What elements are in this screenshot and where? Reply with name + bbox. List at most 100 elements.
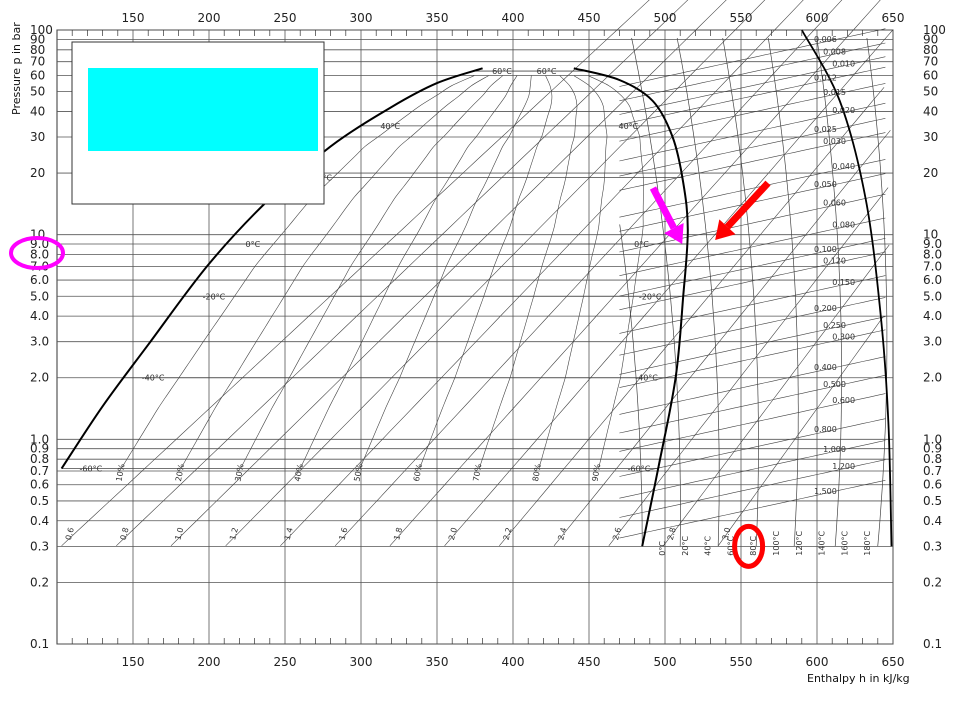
x-tick-label-bottom: 650 (882, 655, 905, 669)
isotherm-superheat (619, 224, 643, 547)
red-arrow-head (715, 219, 736, 241)
y-tick-label-right: 50 (923, 85, 938, 99)
isentrope-label: 2.8 (666, 527, 678, 542)
x-tick-label-bottom: 600 (806, 655, 829, 669)
y-tick-label-left: 100 (30, 23, 53, 37)
x-tick-label-bottom: 350 (426, 655, 449, 669)
quality-line (240, 75, 503, 469)
isochore-line (619, 102, 886, 162)
isochore-label: 0.025 (814, 125, 837, 134)
magenta-arrow-head (664, 222, 684, 245)
y-tick-label-left: 30 (30, 130, 45, 144)
isentrope-line (280, 0, 804, 547)
quality-line (588, 75, 645, 469)
red-arrow (715, 180, 771, 241)
quality-label: 30% (234, 463, 246, 482)
isochore-line (619, 297, 886, 356)
isochore-label: 0.200 (814, 304, 837, 313)
isoline-layer (61, 0, 894, 547)
magenta-arrow-shaft (649, 186, 677, 230)
y-tick-label-right: 7.0 (923, 259, 942, 273)
isochore-label: 0.050 (814, 180, 837, 189)
isochore-label: 0.010 (832, 59, 855, 68)
quality-line (120, 75, 475, 469)
cyan-cover-box (88, 68, 318, 151)
x-tick-label-top: 600 (806, 11, 829, 25)
superheat-temperature-label: 40°C (704, 536, 713, 556)
isotherm-label-left: 60°C (492, 67, 512, 76)
isentrope-line (170, 0, 727, 547)
isotherm-label-right: -40°C (635, 374, 658, 383)
quality-label: 50% (353, 463, 365, 482)
y-tick-label-right: 40 (923, 104, 938, 118)
x-tick-label-top: 300 (350, 11, 373, 25)
isochore-label: 0.120 (823, 257, 846, 266)
y-tick-label-right: 70 (923, 55, 938, 69)
isentrope-line (334, 0, 843, 547)
saturated-liquid-line (60, 67, 483, 470)
isochore-label: 0.008 (823, 48, 846, 57)
isotherm-label-right: 60°C (537, 67, 557, 76)
isochore-label: 0.012 (814, 74, 837, 83)
isochore-label: 0.080 (832, 221, 855, 230)
isochore-label: 0.300 (832, 332, 855, 341)
saturation-dome-layer (60, 29, 893, 547)
quality-line (419, 75, 553, 469)
superheat-temperature-label: 20°C (681, 536, 690, 556)
magenta-ellipse (9, 236, 65, 270)
isotherm-label-left: -60°C (80, 465, 103, 474)
isochore-line (619, 440, 886, 499)
y-tick-label-left: 0.3 (30, 539, 49, 553)
isochore-line (619, 418, 886, 477)
isentrope-label: 1.6 (338, 527, 350, 542)
isochore-line (619, 132, 886, 191)
isotherm-label-left: -40°C (142, 374, 165, 383)
isochore-line (619, 459, 886, 518)
y-tick-label-left: 80 (30, 43, 45, 57)
x-tick-label-bottom: 250 (274, 655, 297, 669)
y-tick-label-right: 1.0 (923, 432, 942, 446)
y-tick-label-left: 0.8 (30, 452, 49, 466)
isochore-line (619, 193, 886, 253)
x-tick-label-top: 350 (426, 11, 449, 25)
y-tick-label-left: 40 (30, 104, 45, 118)
x-tick-label-top: 550 (730, 11, 753, 25)
x-tick-label-bottom: 550 (730, 655, 753, 669)
quality-label: 60% (412, 463, 424, 482)
y-tick-label-left: 0.6 (30, 478, 49, 492)
x-tick-label-top: 500 (654, 11, 677, 25)
isotherm-label-right: -20°C (639, 292, 662, 301)
isochore-line (619, 28, 886, 87)
isochore-line (619, 356, 886, 415)
y-tick-label-left: 90 (30, 32, 45, 46)
y-tick-label-right: 3.0 (923, 335, 942, 349)
red-arrow-shaft (724, 180, 771, 230)
y-tick-label-right: 0.6 (923, 478, 942, 492)
magenta-arrow (649, 186, 684, 245)
isentrope-line (389, 0, 881, 547)
superheat-temperature-label: 80°C (749, 536, 758, 556)
isochore-label: 0.020 (832, 106, 855, 115)
isentrope-label: 1.4 (283, 527, 295, 542)
y-tick-label-left: 6.0 (30, 273, 49, 287)
isochore-label: 0.800 (814, 425, 837, 434)
isochore-label: 0.006 (814, 35, 837, 44)
y-tick-label-left: 1.0 (30, 432, 49, 446)
isotherm-label-left: 0°C (245, 240, 260, 249)
isochore-line (619, 83, 886, 142)
y-tick-label-left: 0.5 (30, 494, 49, 508)
quality-label: 80% (531, 463, 543, 482)
y-tick-label-right: 60 (923, 68, 938, 82)
isochore-line (619, 275, 886, 334)
isentrope-label: 2.0 (447, 527, 459, 542)
y-tick-label-left: 8.0 (30, 248, 49, 262)
y-tick-label-right: 0.8 (923, 452, 942, 466)
isotherm-label-right: 40°C (619, 122, 639, 131)
y-tick-label-left: 0.7 (30, 464, 49, 478)
isochore-label: 0.250 (823, 321, 846, 330)
isotherm-superheat (816, 37, 842, 547)
annotation-layer (9, 41, 771, 569)
isotherm-superheat (866, 37, 888, 547)
quality-line (538, 75, 608, 469)
superheat-temperature-label: 0°C (658, 541, 667, 556)
